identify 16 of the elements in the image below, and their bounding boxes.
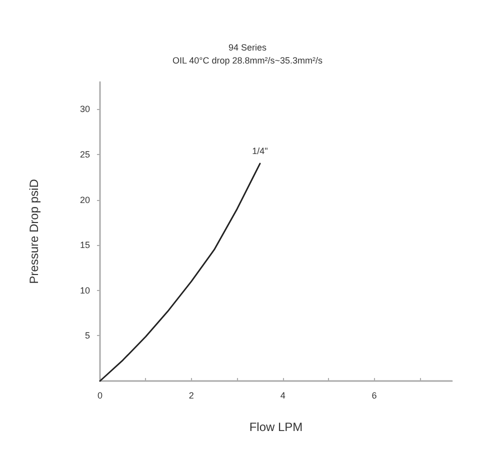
x-tick-label: 0 [97, 390, 103, 400]
chart-subtitle: OIL 40°C drop 28.8mm²/s~35.3mm²/s [172, 56, 324, 66]
x-axis-title: Flow LPM [249, 420, 303, 434]
y-tick-label: 5 [84, 330, 90, 341]
y-tick-label: 10 [80, 285, 90, 296]
x-tick-label: 2 [188, 390, 194, 400]
y-tick-label: 15 [80, 240, 90, 250]
x-tick-label: 6 [372, 390, 377, 400]
y-tick-label: 25 [80, 149, 90, 160]
y-tick-label: 20 [80, 194, 90, 205]
x-tick-label: 4 [280, 390, 286, 400]
line-series [99, 162, 261, 382]
series-label: 1/4" [252, 146, 268, 156]
chart-title: 94 Series [228, 42, 268, 52]
y-tick-label: 30 [80, 104, 90, 114]
y-axis-title: Pressure Drop psiD [27, 178, 41, 284]
